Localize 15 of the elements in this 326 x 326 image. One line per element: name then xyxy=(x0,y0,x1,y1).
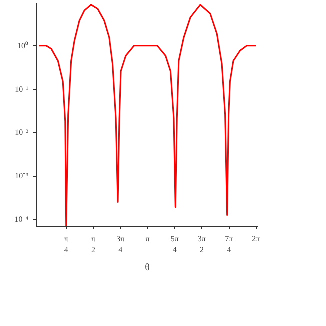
y-tick-label: 10⁻¹ xyxy=(15,84,30,94)
x-tick-label: π 4 xyxy=(64,234,68,254)
x-tick-label: 3π 2 xyxy=(198,234,206,254)
x-tick-label: 5π 4 xyxy=(170,234,179,254)
y-tick-label: 10⁻⁴ xyxy=(14,215,29,224)
y-tick-label: 10⁻³ xyxy=(15,172,30,181)
x-tick-label: π xyxy=(146,234,150,244)
y-tick-label: 10⁰ xyxy=(18,41,28,50)
x-tick-label: π 2 xyxy=(91,234,96,254)
x-tick-label: 7π 4 xyxy=(225,234,234,254)
x-axis-title: θ xyxy=(145,262,150,274)
y-tick-label: 10⁻² xyxy=(15,128,30,138)
line-series xyxy=(38,4,257,226)
x-tick-label: 2π xyxy=(252,234,260,244)
x-tick-label: 3π 4 xyxy=(116,234,125,254)
